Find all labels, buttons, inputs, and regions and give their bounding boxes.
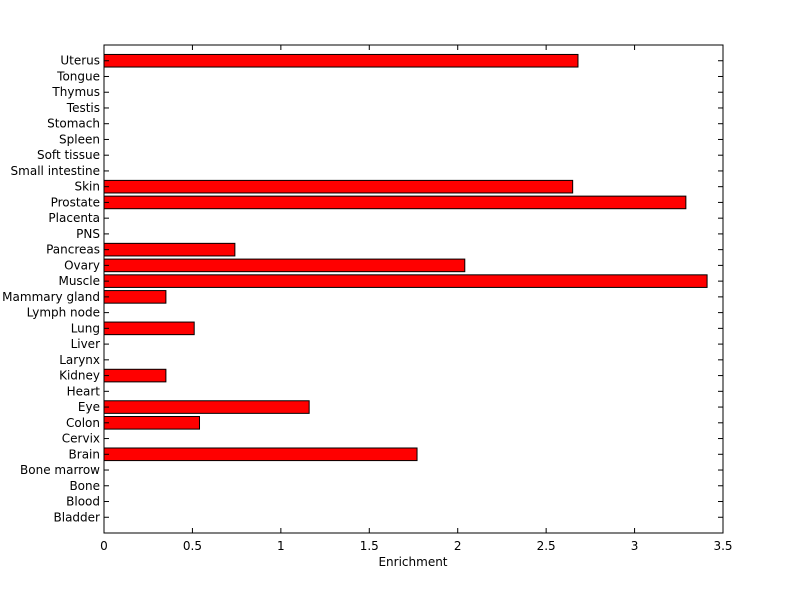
y-tick-label: Small intestine <box>11 164 100 178</box>
y-tick-label: Lung <box>71 321 100 335</box>
y-tick-label: Bone marrow <box>20 463 100 477</box>
bar-eye <box>103 400 310 414</box>
y-tick-label: Skin <box>74 180 100 194</box>
y-tick-label: Bone <box>69 479 100 493</box>
x-tick-label: 3.5 <box>713 539 732 553</box>
y-tick-label: Liver <box>71 337 101 351</box>
y-tick-label: Stomach <box>47 117 100 131</box>
bar-kidney <box>103 368 167 383</box>
y-tick-label: Placenta <box>48 211 100 225</box>
y-tick-label: Mammary gland <box>2 290 100 304</box>
x-tick-label: 3 <box>631 539 639 553</box>
x-axis-label: Enrichment <box>378 555 447 569</box>
x-axis-ticks: 0 0.5 1 1.5 2 2.5 3 3.5 <box>100 45 733 553</box>
y-tick-label: Tongue <box>56 69 100 83</box>
y-tick-label: Ovary <box>64 258 100 272</box>
x-tick-label: 0 <box>100 539 108 553</box>
bar-prostate <box>103 195 687 210</box>
y-tick-label: Eye <box>78 400 100 414</box>
y-tick-label: Spleen <box>59 132 100 146</box>
y-tick-label: Kidney <box>59 369 100 383</box>
bar-colon <box>103 416 201 430</box>
bar-mammary-gland <box>103 290 167 304</box>
y-tick-label: Blood <box>66 495 100 509</box>
x-tick-label: 0.5 <box>183 539 202 553</box>
bar-muscle <box>103 274 708 288</box>
x-tick-label: 1 <box>277 539 285 553</box>
bar-lung <box>103 321 195 336</box>
y-tick-label: Bladder <box>54 510 101 524</box>
x-tick-label: 2 <box>454 539 462 553</box>
bar-pancreas <box>103 242 236 257</box>
y-tick-label: Brain <box>69 447 100 461</box>
y-tick-label: Muscle <box>58 274 100 288</box>
x-tick-label: 1.5 <box>360 539 379 553</box>
plot-frame <box>103 44 724 534</box>
y-tick-label: Larynx <box>59 353 100 367</box>
bar-ovary <box>103 258 466 273</box>
y-tick-label: Lymph node <box>27 306 100 320</box>
bar-brain <box>103 447 418 462</box>
y-tick-label: Soft tissue <box>37 148 100 162</box>
x-tick-label: 2.5 <box>537 539 556 553</box>
y-tick-label: Colon <box>66 416 100 430</box>
y-tick-label: Pancreas <box>46 243 100 257</box>
y-tick-label: Testis <box>66 101 100 115</box>
y-tick-label: PNS <box>76 227 100 241</box>
y-tick-label: Uterus <box>60 54 100 68</box>
bar-uterus <box>103 53 579 68</box>
y-tick-label: Heart <box>67 384 101 398</box>
y-tick-label: Cervix <box>62 432 100 446</box>
y-tick-label: Prostate <box>51 195 100 209</box>
bar-skin <box>103 179 574 194</box>
y-tick-label: Thymus <box>51 85 100 99</box>
